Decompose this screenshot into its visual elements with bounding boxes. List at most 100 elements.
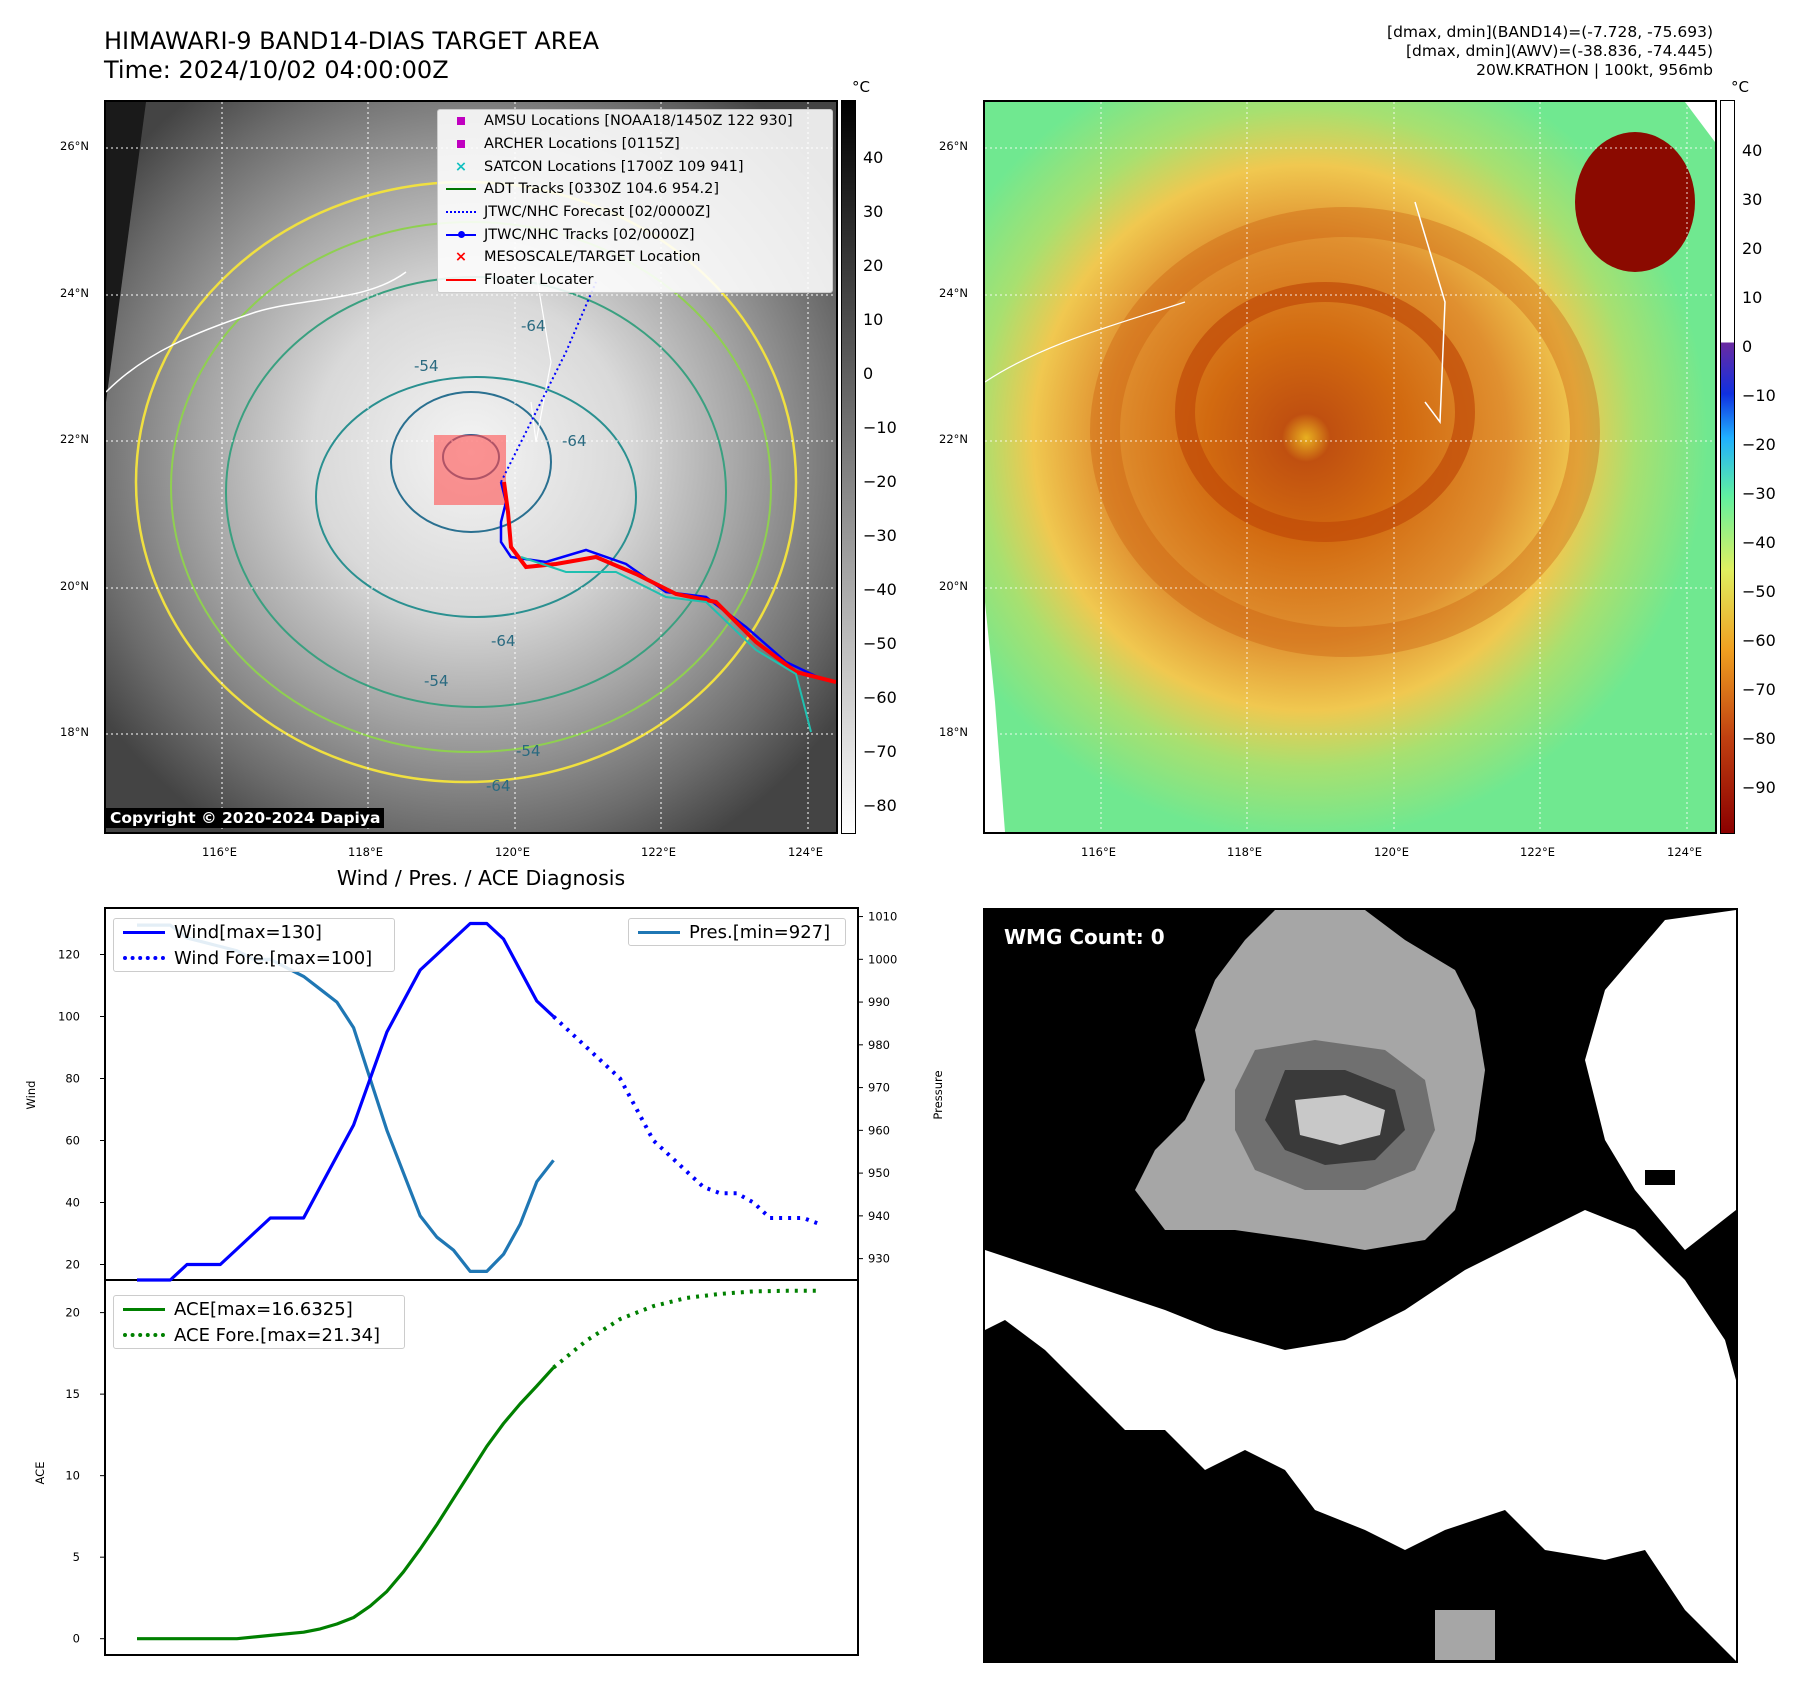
y-tick-label: 20: [65, 1306, 80, 1320]
colorbar-tick: 30: [1742, 190, 1763, 209]
color-colorbar: [1720, 100, 1735, 834]
floater-track: [502, 481, 836, 684]
legend-item: ADT Tracks [0330Z 104.6 954.2]: [438, 178, 832, 201]
colorbar-tick: 30: [863, 202, 884, 221]
gray-colorbar: [841, 100, 856, 834]
y-tick-label: 0: [73, 1632, 80, 1646]
lon-label: 116°E: [1081, 845, 1116, 859]
colorbar-tick: −60: [1742, 631, 1776, 650]
copyright-label: Copyright © 2020-2024 Dapiya: [106, 808, 385, 828]
contour-label: -64: [521, 317, 546, 335]
colorbar-tick: 10: [1742, 288, 1763, 307]
colorbar-tick: 40: [1742, 141, 1763, 160]
y-tick-label: 10: [65, 1469, 80, 1483]
gray-colorbar-unit: °C: [852, 78, 870, 96]
legend-item: ACE[max=16.6325]: [114, 1296, 404, 1322]
wind-y-ticks: 20 40 60 80 100 120: [58, 948, 105, 1272]
lon-label: 124°E: [1667, 845, 1702, 859]
ace-axes-frame: [104, 1279, 859, 1656]
colorbar-tick: −30: [863, 526, 897, 545]
adt-track: [520, 556, 812, 733]
colorbar-tick: −20: [1742, 435, 1776, 454]
jtwc-forecast: [500, 281, 597, 483]
y-tick-label: 930: [868, 1252, 890, 1266]
contour-label: -54: [414, 357, 439, 375]
y-tick-label: 950: [868, 1166, 890, 1180]
colorbar-tick: −10: [863, 418, 897, 437]
colorbar-tick: 40: [863, 148, 884, 167]
gray-colorbar-ticks: 40 30 20 10 0 −10 −20 −30 −40 −50 −60 −7…: [863, 100, 923, 834]
y-tick-label: 40: [65, 1196, 80, 1210]
lon-label: 122°E: [641, 845, 676, 859]
legend-item: ARCHER Locations [0115Z]: [438, 133, 832, 156]
colorbar-tick: 0: [863, 364, 874, 383]
y-tick-label: 980: [868, 1038, 890, 1052]
legend-item: Wind[max=130]: [114, 919, 394, 945]
contour-label: -64: [562, 432, 587, 450]
pressure-legend: Pres.[min=927]: [628, 918, 846, 946]
wind-legend: Wind[max=130] Wind Fore.[max=100]: [113, 918, 395, 972]
legend-item: JTWC/NHC Tracks [02/0000Z]: [438, 223, 832, 246]
color-colorbar-unit: °C: [1731, 78, 1749, 96]
lat-label: 18°N: [60, 725, 89, 739]
legend-item: Floater Locater: [438, 269, 832, 292]
colorbar-tick: −20: [863, 472, 897, 491]
wmg-image: [985, 910, 1736, 1661]
contour-label: -64: [491, 632, 516, 650]
colorbar-tick: −70: [863, 742, 897, 761]
legend-item: × MESOSCALE/TARGET Location: [454, 249, 701, 266]
lat-label: 26°N: [60, 139, 89, 153]
y-tick-label: 60: [65, 1134, 80, 1148]
y-tick-label: 15: [65, 1387, 80, 1401]
lon-label: 120°E: [495, 845, 530, 859]
title-line-1: HIMAWARI-9 BAND14-DIAS TARGET AREA: [104, 27, 600, 55]
lat-label: 22°N: [60, 432, 89, 446]
colorbar-tick: −10: [1742, 386, 1776, 405]
y-tick-label: 1010: [868, 910, 897, 924]
contour-label: -54: [516, 742, 541, 760]
colorbar-tick: −80: [863, 796, 897, 815]
figure-title: HIMAWARI-9 BAND14-DIAS TARGET AREA Time:…: [104, 27, 599, 85]
storm-info: [dmax, dmin](BAND14)=(-7.728, -75.693) […: [1387, 23, 1713, 80]
colorbar-tick: 10: [863, 310, 884, 329]
lat-label: 24°N: [939, 286, 968, 300]
lat-label: 20°N: [939, 579, 968, 593]
pressure-line: [137, 923, 555, 1273]
ace-axis-label: ACE: [33, 1462, 47, 1485]
info-line-1: [dmax, dmin](BAND14)=(-7.728, -75.693): [1387, 23, 1713, 41]
y-tick-label: 940: [868, 1209, 890, 1223]
ace-line: [137, 1366, 555, 1641]
wind-axis-label: Wind: [24, 1081, 38, 1110]
legend-item: JTWC/NHC Forecast [02/0000Z]: [438, 201, 832, 224]
colorbar-tick: −70: [1742, 680, 1776, 699]
lat-label: 24°N: [60, 286, 89, 300]
contour-label: -64: [486, 777, 511, 795]
y-tick-label: 960: [868, 1123, 890, 1137]
wind-forecast-line: [552, 1015, 821, 1227]
legend-item: AMSU Locations [NOAA18/1450Z 122 930]: [438, 110, 832, 133]
legend-item: Wind Fore.[max=100]: [114, 945, 394, 971]
y-tick-label: 5: [73, 1550, 80, 1564]
pressure-axis-label: Pressure: [931, 1070, 945, 1119]
title-line-2: Time: 2024/10/02 04:00:00Z: [104, 56, 449, 84]
y-tick-label: 120: [58, 948, 80, 962]
ir-map-panel: -64 -54 -64 -64 -54 -54 -64 AMSU Locatio…: [104, 100, 838, 834]
lon-label: 118°E: [1227, 845, 1262, 859]
colorbar-tick: −30: [1742, 484, 1776, 503]
lon-label: 116°E: [202, 845, 237, 859]
series-lines: [137, 921, 821, 1641]
lat-label: 20°N: [60, 579, 89, 593]
y-tick-label: 100: [58, 1010, 80, 1024]
lon-label: 124°E: [788, 845, 823, 859]
wmg-panel: WMG Count: 0: [983, 908, 1738, 1663]
colorbar-tick: −80: [1742, 729, 1776, 748]
y-tick-label: 80: [65, 1072, 80, 1086]
legend-item: × SATCON Locations [1700Z 109 941]: [454, 158, 744, 175]
colorbar-tick: −90: [1742, 778, 1776, 797]
colorbar-tick: −50: [1742, 582, 1776, 601]
y-tick-label: 990: [868, 995, 890, 1009]
color-map-panel: [983, 100, 1717, 834]
jtwc-track: [499, 481, 825, 682]
y-tick-label: 1000: [868, 952, 897, 966]
lon-label: 122°E: [1520, 845, 1555, 859]
